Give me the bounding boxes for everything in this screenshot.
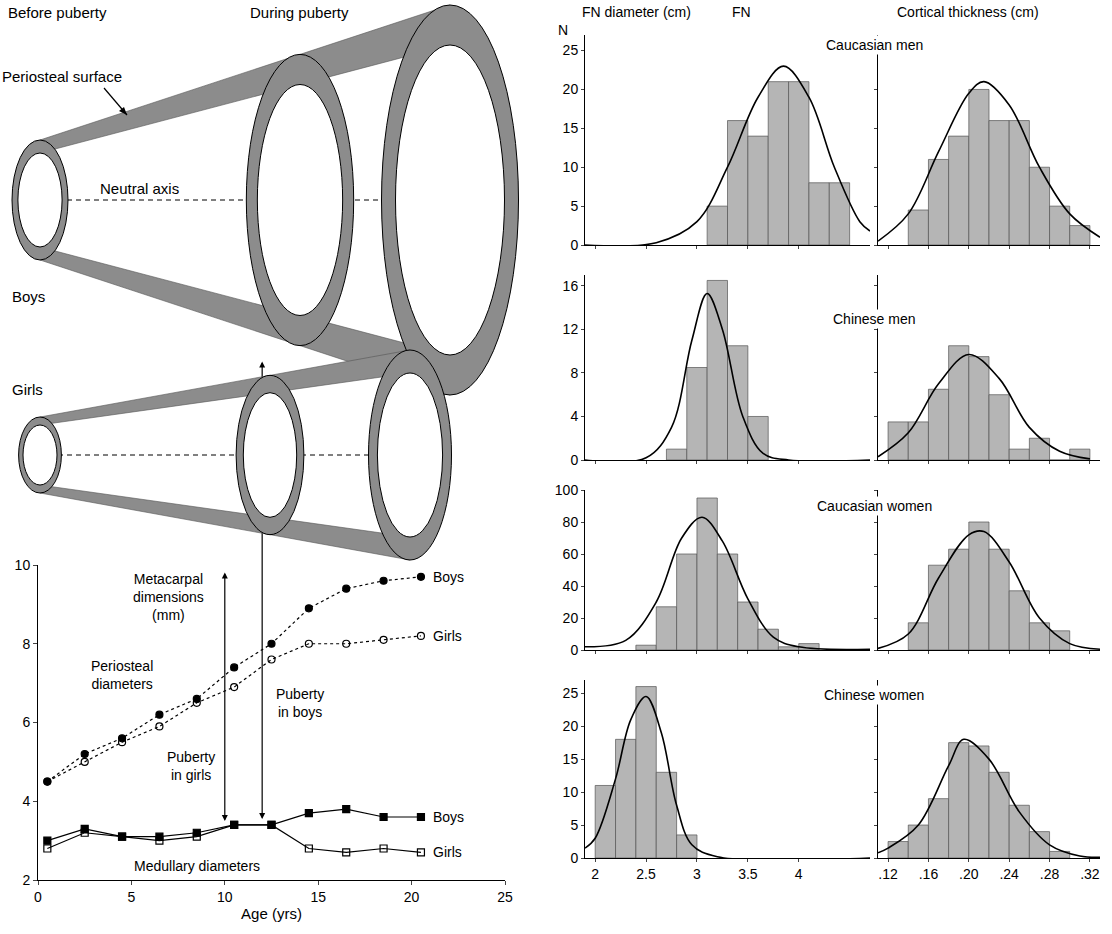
svg-text:12: 12 (563, 321, 579, 337)
svg-text:3.5: 3.5 (738, 866, 758, 882)
svg-text:3: 3 (693, 866, 701, 882)
svg-text:.20: .20 (959, 866, 979, 882)
svg-text:10: 10 (15, 557, 31, 573)
svg-text:FN: FN (732, 4, 751, 20)
svg-text:Pubertyin girls: Pubertyin girls (167, 749, 215, 783)
svg-text:.12: .12 (878, 866, 898, 882)
svg-text:20: 20 (563, 718, 579, 734)
svg-text:0: 0 (570, 237, 578, 253)
svg-text:6: 6 (22, 714, 30, 730)
svg-text:Boys: Boys (433, 569, 464, 585)
svg-text:Cortical thickness (cm): Cortical thickness (cm) (897, 4, 1039, 20)
svg-text:4: 4 (795, 866, 803, 882)
svg-text:25: 25 (563, 42, 579, 58)
svg-text:Chinese men: Chinese men (833, 311, 916, 327)
svg-text:15: 15 (563, 120, 579, 136)
svg-text:8: 8 (570, 365, 578, 381)
svg-text:Chinese women: Chinese women (824, 687, 924, 703)
svg-text:2: 2 (22, 872, 30, 888)
svg-text:10: 10 (217, 889, 233, 905)
svg-text:0: 0 (34, 889, 42, 905)
svg-text:.32: .32 (1080, 866, 1100, 882)
svg-text:5: 5 (570, 198, 578, 214)
svg-text:2: 2 (591, 866, 599, 882)
svg-text:0: 0 (570, 642, 578, 658)
svg-text:N: N (558, 22, 568, 38)
svg-text:Caucasian women: Caucasian women (817, 498, 932, 514)
svg-text:Age (yrs): Age (yrs) (241, 905, 302, 922)
svg-text:Pubertyin boys: Pubertyin boys (276, 686, 324, 720)
svg-text:Girls: Girls (12, 381, 43, 398)
svg-text:.24: .24 (999, 866, 1019, 882)
svg-text:Before puberty: Before puberty (8, 4, 107, 21)
svg-text:Boys: Boys (433, 809, 464, 825)
svg-text:Metacarpaldimensions(mm): Metacarpaldimensions(mm) (133, 571, 204, 623)
svg-text:40: 40 (563, 578, 579, 594)
svg-text:10: 10 (563, 784, 579, 800)
svg-text:Neutral axis: Neutral axis (100, 180, 179, 197)
svg-text:Girls: Girls (433, 628, 462, 644)
svg-text:Boys: Boys (12, 288, 45, 305)
svg-text:During puberty: During puberty (250, 4, 349, 21)
svg-text:15: 15 (563, 751, 579, 767)
svg-text:25: 25 (497, 889, 513, 905)
svg-text:Caucasian men: Caucasian men (826, 37, 923, 53)
svg-text:60: 60 (563, 546, 579, 562)
svg-text:25: 25 (563, 685, 579, 701)
svg-text:4: 4 (22, 793, 30, 809)
svg-text:16: 16 (563, 278, 579, 294)
svg-text:2.5: 2.5 (636, 866, 656, 882)
svg-text:4: 4 (570, 408, 578, 424)
svg-text:FN diameter (cm): FN diameter (cm) (582, 4, 691, 20)
svg-text:20: 20 (404, 889, 420, 905)
svg-text:5: 5 (128, 889, 136, 905)
svg-text:20: 20 (563, 610, 579, 626)
svg-text:80: 80 (563, 514, 579, 530)
svg-text:100: 100 (555, 482, 579, 498)
svg-text:.16: .16 (919, 866, 939, 882)
svg-text:0: 0 (570, 850, 578, 866)
svg-text:5: 5 (570, 817, 578, 833)
svg-text:Medullary diameters: Medullary diameters (134, 858, 260, 874)
svg-text:20: 20 (563, 81, 579, 97)
svg-text:Periosteal surface: Periosteal surface (2, 68, 122, 85)
svg-text:15: 15 (310, 889, 326, 905)
svg-text:Girls: Girls (433, 844, 462, 860)
svg-text:8: 8 (22, 636, 30, 652)
svg-text:0: 0 (570, 452, 578, 468)
svg-text:10: 10 (563, 159, 579, 175)
svg-text:.28: .28 (1040, 866, 1060, 882)
svg-text:Periostealdiameters: Periostealdiameters (91, 658, 153, 692)
